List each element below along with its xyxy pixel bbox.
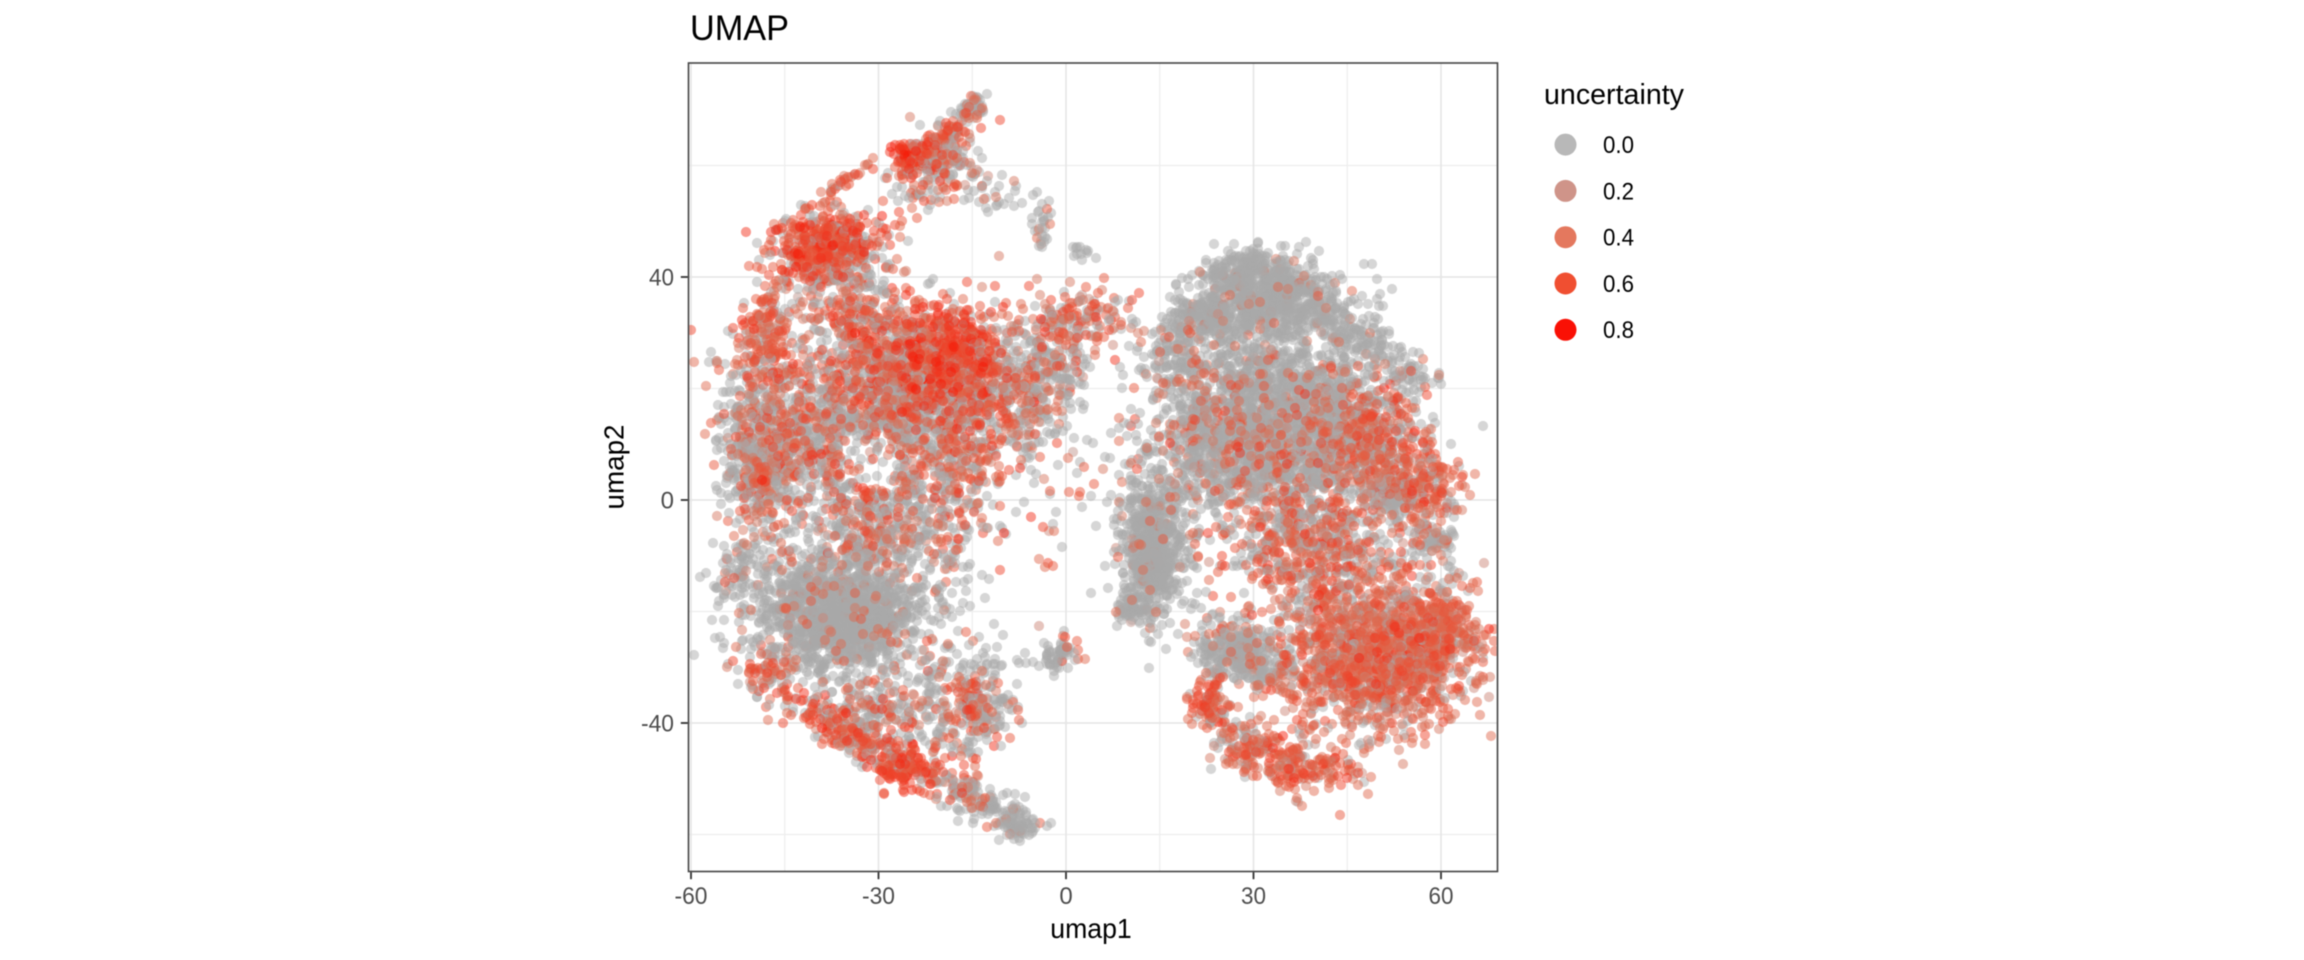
svg-text:40: 40 [649, 264, 674, 291]
svg-text:-30: -30 [862, 883, 895, 910]
svg-text:-40: -40 [641, 710, 674, 737]
svg-text:0.4: 0.4 [1603, 225, 1634, 252]
svg-text:0.2: 0.2 [1603, 178, 1634, 205]
svg-text:0.0: 0.0 [1603, 132, 1634, 159]
svg-text:0.6: 0.6 [1603, 271, 1634, 298]
svg-text:0: 0 [661, 487, 674, 514]
svg-text:umap2: umap2 [599, 425, 630, 510]
svg-text:umap1: umap1 [1050, 913, 1132, 944]
svg-text:0.8: 0.8 [1603, 317, 1634, 344]
svg-text:0: 0 [1059, 883, 1072, 910]
svg-text:uncertainty: uncertainty [1544, 79, 1684, 111]
svg-text:30: 30 [1241, 883, 1266, 910]
svg-text:UMAP: UMAP [690, 9, 789, 48]
svg-text:60: 60 [1429, 883, 1454, 910]
svg-text:-60: -60 [675, 883, 708, 910]
